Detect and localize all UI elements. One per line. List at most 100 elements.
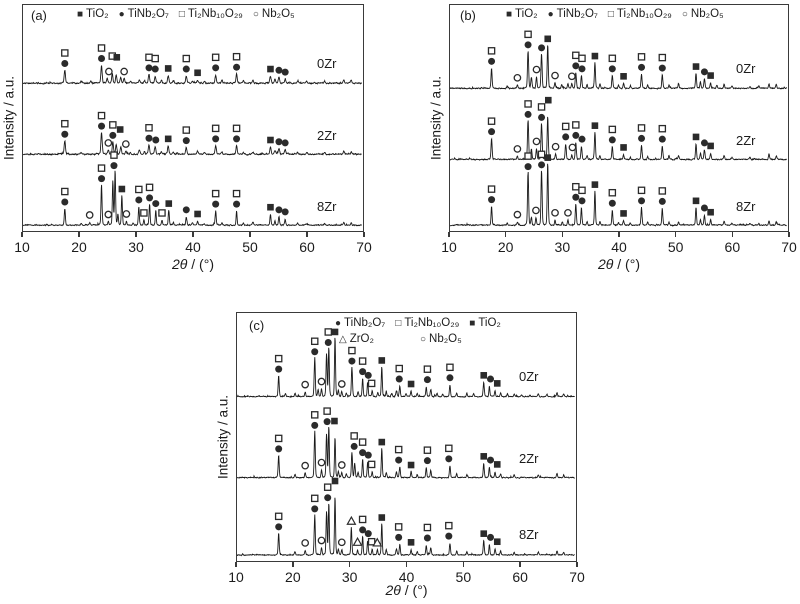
phase-marker-fc — [212, 200, 220, 208]
xrd-trace-2Zr — [23, 132, 362, 157]
phase-marker-os — [524, 30, 532, 39]
x-tick — [78, 232, 80, 237]
open-square-icon: □ — [607, 9, 614, 20]
phase-marker-fs — [544, 154, 552, 161]
x-tick — [576, 562, 578, 567]
phase-marker-fc — [323, 418, 331, 426]
phase-marker-os — [158, 209, 166, 217]
phase-marker-fs — [407, 380, 415, 388]
phase-marker-fs — [620, 144, 627, 151]
legend-label: TiNb₂O₇ — [344, 317, 386, 329]
phase-marker-oc — [105, 67, 113, 76]
phase-marker-os — [637, 186, 646, 195]
legend-label: Nb₂O₅ — [690, 8, 724, 20]
panel-b: (b) ■ TiO₂ ● TiNb₂O₇ □ Ti₂Nb₁₀O₂₉ ○ Nb₂O₅ 0Z… — [449, 4, 789, 232]
phase-marker-os — [537, 150, 546, 159]
phase-marker-oc — [551, 71, 559, 80]
x-tick-label: 70 — [356, 239, 372, 255]
x-tick — [21, 232, 23, 237]
phase-marker-os — [324, 328, 333, 336]
x-tick-label: 70 — [781, 239, 797, 255]
phase-marker-os — [487, 47, 496, 55]
phase-marker-fs — [591, 181, 599, 188]
phase-marker-fc — [359, 368, 367, 376]
phase-marker-oc — [337, 461, 346, 469]
x-tick — [249, 232, 251, 237]
phase-marker-fc — [488, 57, 496, 65]
phase-marker-fs — [544, 35, 552, 43]
phase-marker-fc — [145, 134, 153, 142]
phase-marker-oc — [337, 380, 346, 388]
phase-marker-fc — [638, 63, 646, 71]
xrd-trace-8Zr — [450, 163, 787, 227]
phase-marker-os — [578, 186, 586, 195]
filled-square-icon: ■ — [469, 318, 476, 329]
phase-marker-fc — [395, 533, 403, 541]
phase-marker-fc — [538, 161, 546, 169]
phase-marker-os — [61, 119, 69, 128]
phase-marker-os — [487, 117, 496, 125]
phase-marker-oc — [317, 377, 326, 386]
x-tick-label: 50 — [242, 239, 258, 255]
phase-marker-oc — [532, 137, 541, 146]
phase-marker-os — [323, 483, 332, 491]
x-tick-label: 20 — [497, 239, 514, 255]
filled-circle-icon: ● — [118, 9, 125, 20]
phase-marker-fc — [275, 206, 283, 214]
phase-marker-fc — [311, 348, 319, 356]
x-axis-label-units: / (°) — [613, 256, 640, 272]
y-axis-label-a: Intensity / a.u. — [1, 75, 17, 161]
phase-marker-fc — [109, 131, 117, 139]
legend-item-ti2nb10o29: □ Ti₂Nb₁₀O₂₉ — [395, 317, 459, 329]
phase-marker-fc — [146, 194, 154, 202]
x-tick-label: 70 — [569, 569, 585, 585]
x-axis-label-symbol: 2θ — [172, 256, 188, 272]
x-tick — [306, 232, 308, 237]
phase-marker-os — [348, 346, 356, 355]
phase-marker-oc — [513, 73, 522, 82]
legend-item-tio2: ■ TiO₂ — [469, 317, 501, 329]
phase-marker-os — [445, 521, 453, 530]
phase-marker-fs — [707, 72, 714, 79]
phase-marker-fs — [692, 197, 700, 205]
phase-marker-fc — [445, 532, 453, 540]
phase-marker-fs — [378, 438, 386, 446]
phase-marker-os — [658, 53, 667, 62]
phase-marker-oc — [568, 72, 576, 81]
phase-marker-os — [537, 103, 546, 111]
phase-marker-fc — [572, 131, 580, 139]
phase-marker-fc — [487, 533, 494, 541]
phase-marker-os — [423, 446, 432, 454]
phase-marker-fs — [267, 203, 274, 211]
phase-marker-fc — [324, 338, 332, 346]
x-tick — [135, 232, 137, 237]
x-tick — [674, 232, 677, 237]
phase-marker-fc — [212, 135, 220, 143]
phase-marker-oc — [513, 145, 522, 153]
phase-marker-fs — [707, 208, 714, 216]
x-axis-ticks-c: 10 20 30 40 50 60 70 — [228, 562, 585, 586]
legend-item-tinb2o7: ● TiNb₂O₇ — [335, 317, 385, 329]
x-tick-label: 60 — [299, 239, 315, 255]
phase-marker-fc — [324, 494, 332, 502]
sample-label-8zr: 8Zr — [519, 527, 539, 542]
phase-marker-os — [145, 124, 153, 132]
phase-marker-fs — [480, 530, 488, 537]
phase-marker-os — [97, 44, 106, 52]
phase-marker-fc — [608, 199, 616, 207]
legend-b: ■ TiO₂ ● TiNb₂O₇ □ Ti₂Nb₁₀O₂₉ ○ Nb₂O₅ — [506, 8, 724, 20]
phase-marker-fc — [638, 134, 646, 142]
filled-square-icon: ■ — [506, 9, 513, 20]
phase-marker-oc — [301, 380, 310, 389]
phase-marker-ot — [372, 537, 383, 547]
legend-a: ■ TiO₂ ● TiNb₂O₇ □ Ti₂Nb₁₀O₂₉ ○ Nb₂O₅ — [77, 8, 295, 20]
x-axis-label-b: 2θ / (°) — [449, 256, 789, 272]
phase-marker-os — [367, 537, 376, 546]
phase-marker-oc — [301, 539, 310, 547]
x-tick — [292, 562, 294, 567]
legend-item-nb2o5: ○ Nb₂O₅ — [420, 333, 462, 345]
sample-label-2zr: 2Zr — [736, 133, 756, 148]
sample-label-0zr: 0Zr — [317, 56, 337, 71]
phase-marker-fc — [152, 200, 160, 208]
